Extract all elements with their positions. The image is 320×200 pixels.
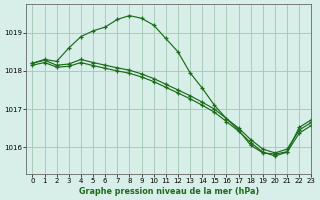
X-axis label: Graphe pression niveau de la mer (hPa): Graphe pression niveau de la mer (hPa) (79, 187, 259, 196)
